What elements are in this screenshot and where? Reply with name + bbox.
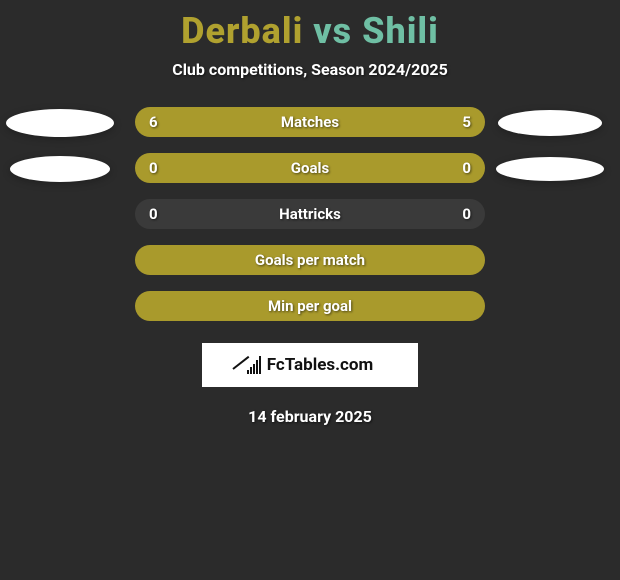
stat-label: Min per goal bbox=[268, 297, 352, 315]
stat-value-right: 0 bbox=[462, 205, 471, 223]
stat-value-left: 0 bbox=[149, 205, 158, 223]
title-vs: vs bbox=[303, 10, 362, 52]
stat-value-right: 0 bbox=[462, 159, 471, 177]
stat-row: Goals per match bbox=[135, 245, 485, 275]
player-ellipse-left bbox=[10, 156, 110, 182]
stat-value-right: 5 bbox=[462, 113, 471, 131]
stat-label: Goals per match bbox=[255, 251, 365, 269]
watermark-logo: FcTables.com bbox=[202, 343, 418, 387]
page-title: Derbali vs Shili bbox=[0, 0, 620, 52]
player-ellipse-right bbox=[496, 157, 604, 181]
logo-bars-icon bbox=[247, 356, 261, 374]
stat-rows: Matches 6 5 Goals 0 0 Hattricks 0 0 Goals per mat… bbox=[0, 107, 620, 321]
stat-row: Matches 6 5 bbox=[135, 107, 485, 137]
date-line: 14 february 2025 bbox=[0, 407, 620, 426]
stat-value-left: 0 bbox=[149, 159, 158, 177]
stat-row: Min per goal bbox=[135, 291, 485, 321]
stat-label: Matches bbox=[281, 113, 339, 131]
stat-label: Goals bbox=[291, 159, 329, 177]
logo-text: FcTables.com bbox=[267, 355, 373, 375]
player-ellipse-left bbox=[6, 109, 114, 137]
stat-value-left: 6 bbox=[149, 113, 158, 131]
logo-trend-line-icon bbox=[232, 356, 249, 370]
stat-label: Hattricks bbox=[279, 205, 341, 223]
subtitle: Club competitions, Season 2024/2025 bbox=[0, 60, 620, 79]
stat-row: Goals 0 0 bbox=[135, 153, 485, 183]
stat-row: Hattricks 0 0 bbox=[135, 199, 485, 229]
title-left: Derbali bbox=[181, 10, 303, 52]
title-right: Shili bbox=[362, 10, 439, 52]
player-ellipse-right bbox=[498, 110, 602, 136]
